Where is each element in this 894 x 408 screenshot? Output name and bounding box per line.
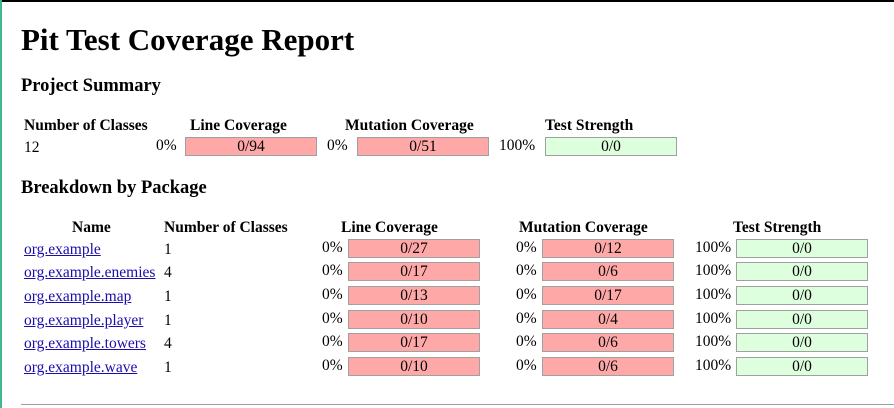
strength-ratio: 0/0 — [792, 240, 812, 257]
line-coverage-bar: 0/10 — [348, 357, 480, 376]
mutation-coverage-bar: 0/6 — [542, 357, 674, 376]
line-coverage-bar: 0/17 — [348, 333, 480, 352]
line-ratio: 0/17 — [400, 263, 428, 280]
class-count: 4 — [164, 335, 172, 352]
class-count: 1 — [164, 241, 172, 258]
strength-pct: 100% — [695, 262, 732, 279]
strength-pct: 100% — [695, 357, 732, 374]
mutation-coverage-bar: 0/17 — [542, 286, 674, 305]
line-pct: 0% — [322, 333, 343, 350]
line-ratio: 0/10 — [400, 358, 428, 375]
header-mutation-coverage: Mutation Coverage — [519, 219, 648, 236]
test-strength-bar: 0/0 — [736, 357, 868, 376]
window-top-border — [0, 0, 894, 2]
line-ratio: 0/17 — [400, 334, 428, 351]
class-count: 1 — [164, 359, 172, 376]
summary-class-count: 12 — [24, 139, 40, 156]
package-link-org-example-player[interactable]: org.example.player — [24, 312, 144, 329]
summary-mutation-pct: 0% — [327, 137, 348, 154]
class-count: 1 — [164, 312, 172, 329]
line-pct: 0% — [322, 239, 343, 256]
mutation-ratio: 0/6 — [598, 263, 618, 280]
summary-strength-pct: 100% — [499, 137, 536, 154]
line-coverage-bar: 0/13 — [348, 286, 480, 305]
line-ratio: 0/13 — [400, 287, 428, 304]
strength-ratio: 0/0 — [792, 334, 812, 351]
mutation-ratio: 0/6 — [598, 334, 618, 351]
class-count: 4 — [164, 264, 172, 281]
header-line-coverage: Line Coverage — [341, 219, 438, 236]
mutation-coverage-bar: 0/6 — [542, 333, 674, 352]
mutation-ratio: 0/6 — [598, 358, 618, 375]
strength-pct: 100% — [695, 333, 732, 350]
strength-ratio: 0/0 — [792, 311, 812, 328]
mutation-pct: 0% — [516, 333, 537, 350]
header-name: Name — [72, 219, 111, 236]
mutation-ratio: 0/17 — [594, 287, 622, 304]
strength-pct: 100% — [695, 239, 732, 256]
page-title: Pit Test Coverage Report — [21, 22, 355, 57]
header-test-strength: Test Strength — [545, 117, 634, 134]
package-link-org-example-wave[interactable]: org.example.wave — [24, 359, 138, 376]
summary-strength-ratio: 0/0 — [601, 138, 621, 155]
header-number-of-classes: Number of Classes — [164, 219, 288, 236]
project-summary-heading: Project Summary — [21, 76, 161, 96]
line-ratio: 0/10 — [400, 311, 428, 328]
mutation-coverage-bar: 0/12 — [542, 239, 674, 258]
summary-line-coverage-bar: 0/94 — [185, 137, 317, 156]
mutation-ratio: 0/12 — [594, 240, 622, 257]
line-pct: 0% — [322, 262, 343, 279]
test-strength-bar: 0/0 — [736, 239, 868, 258]
strength-pct: 100% — [695, 310, 732, 327]
header-test-strength: Test Strength — [733, 219, 822, 236]
package-link-org-example-enemies[interactable]: org.example.enemies — [24, 264, 156, 281]
strength-ratio: 0/0 — [792, 287, 812, 304]
strength-ratio: 0/0 — [792, 263, 812, 280]
mutation-ratio: 0/4 — [598, 311, 618, 328]
mutation-pct: 0% — [516, 310, 537, 327]
header-line-coverage: Line Coverage — [190, 117, 287, 134]
mutation-pct: 0% — [516, 239, 537, 256]
test-strength-bar: 0/0 — [736, 333, 868, 352]
summary-line-ratio: 0/94 — [237, 138, 265, 155]
breakdown-heading: Breakdown by Package — [21, 178, 207, 198]
line-coverage-bar: 0/10 — [348, 310, 480, 329]
test-strength-bar: 0/0 — [736, 262, 868, 281]
footer-divider — [21, 404, 894, 405]
class-count: 1 — [164, 288, 172, 305]
package-link-org-example-map[interactable]: org.example.map — [24, 288, 132, 305]
package-link-org-example-towers[interactable]: org.example.towers — [24, 335, 146, 352]
strength-pct: 100% — [695, 286, 732, 303]
mutation-pct: 0% — [516, 262, 537, 279]
line-pct: 0% — [322, 357, 343, 374]
summary-line-pct: 0% — [156, 137, 177, 154]
window-left-border — [0, 0, 2, 408]
test-strength-bar: 0/0 — [736, 286, 868, 305]
mutation-pct: 0% — [516, 357, 537, 374]
summary-mutation-coverage-bar: 0/51 — [357, 137, 489, 156]
mutation-pct: 0% — [516, 286, 537, 303]
line-pct: 0% — [322, 286, 343, 303]
summary-mutation-ratio: 0/51 — [409, 138, 437, 155]
header-number-of-classes: Number of Classes — [24, 117, 148, 134]
header-mutation-coverage: Mutation Coverage — [345, 117, 474, 134]
test-strength-bar: 0/0 — [736, 310, 868, 329]
package-link-org-example[interactable]: org.example — [24, 241, 101, 258]
strength-ratio: 0/0 — [792, 358, 812, 375]
summary-test-strength-bar: 0/0 — [545, 137, 677, 156]
mutation-coverage-bar: 0/4 — [542, 310, 674, 329]
mutation-coverage-bar: 0/6 — [542, 262, 674, 281]
line-pct: 0% — [322, 310, 343, 327]
line-coverage-bar: 0/27 — [348, 239, 480, 258]
line-ratio: 0/27 — [400, 240, 428, 257]
line-coverage-bar: 0/17 — [348, 262, 480, 281]
